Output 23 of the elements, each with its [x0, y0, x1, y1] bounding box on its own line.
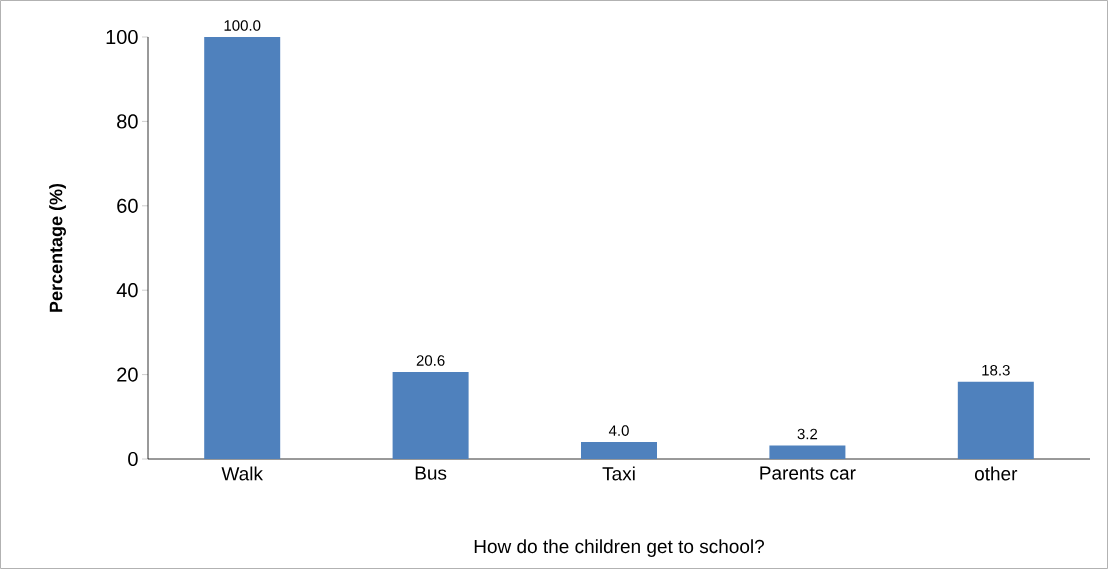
x-tick-label: Taxi: [602, 466, 635, 481]
x-tick-label: other: [974, 466, 1018, 481]
x-tick-label: Bus: [415, 466, 447, 480]
x-tick-label: Parents car: [760, 466, 856, 480]
y-axis-title: Percentage (%): [49, 183, 66, 312]
bar: [581, 442, 657, 459]
y-tick-label: 60: [117, 198, 138, 213]
data-label: 3.2: [797, 428, 818, 440]
data-label: 4.0: [608, 425, 629, 436]
bar: [769, 445, 846, 459]
data-label: 18.3: [982, 364, 1010, 376]
y-tick-label: 80: [117, 114, 138, 129]
x-axis-title: How do the children get to school?: [474, 539, 764, 557]
bar: [392, 372, 469, 459]
data-label: 20.6: [416, 355, 445, 366]
bar: [204, 37, 281, 459]
x-tick-label: Walk: [221, 466, 263, 481]
bar: [957, 381, 1034, 459]
y-tick-label: 40: [116, 283, 138, 298]
y-tick-label: 100: [106, 29, 138, 45]
y-tick-label: 20: [117, 367, 138, 382]
data-label: 100.0: [224, 20, 261, 31]
y-tick-label: 0: [128, 451, 138, 467]
